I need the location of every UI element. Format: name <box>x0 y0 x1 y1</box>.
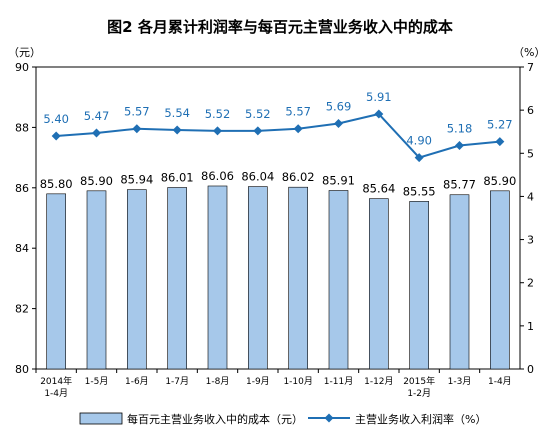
bar <box>369 198 389 370</box>
x-axis-tick-label: 1-2月 <box>407 388 431 399</box>
bar-value-label: 85.90 <box>483 174 516 188</box>
bar-value-label: 85.55 <box>403 184 436 198</box>
x-axis-tick-label: 1-7月 <box>165 376 189 387</box>
line-point <box>172 125 182 135</box>
bar-value-label: 86.04 <box>241 170 274 184</box>
line-point <box>495 137 505 147</box>
bar <box>207 185 228 370</box>
line-value-label: 5.47 <box>84 109 110 123</box>
legend-line-label: 主营业务收入利润率（%） <box>355 412 486 426</box>
line-group: 5.40 5.47 5.57 5.54 5.52 5.52 5.57 5.69 5.91 4.90… <box>43 90 513 163</box>
bar <box>86 190 107 370</box>
line-value-label: 5.57 <box>285 105 311 119</box>
legend: 每百元主营业务收入中的成本（元） 主营业务收入利润率（%） <box>79 412 486 426</box>
left-axis-tick-label: 80 <box>15 363 29 376</box>
right-axis-tick-label: 2 <box>527 277 534 290</box>
line-point <box>414 153 424 163</box>
legend-bar-label: 每百元主营业务收入中的成本（元） <box>127 412 303 426</box>
line-value-label: 5.52 <box>245 107 271 121</box>
right-axis-tick-label: 1 <box>527 320 534 333</box>
bar-value-label: 85.64 <box>362 182 395 196</box>
right-axis-tick-label: 3 <box>527 234 534 247</box>
line-value-label: 5.69 <box>326 100 352 114</box>
x-axis-tick-label: 1-11月 <box>324 376 353 387</box>
line-value-label: 5.54 <box>164 106 190 120</box>
line-value-label: 5.27 <box>487 118 513 132</box>
right-axis-tick-label: 0 <box>527 363 534 376</box>
bar-value-label: 85.94 <box>120 173 153 187</box>
right-axis-tick-label: 7 <box>527 61 534 74</box>
line-point <box>132 124 142 134</box>
x-axis-tick-label: 1-9月 <box>246 376 270 387</box>
bar-value-label: 86.01 <box>161 170 194 184</box>
line-point <box>213 126 222 136</box>
left-axis-tick-label: 82 <box>15 303 29 316</box>
bar <box>46 193 66 370</box>
bar <box>490 190 510 370</box>
left-axis-tick-label: 90 <box>15 61 29 74</box>
bar <box>167 187 187 370</box>
line-point <box>374 109 384 119</box>
x-axis-tick-label: 1-5月 <box>85 376 109 387</box>
x-axis-tick-label: 1-8月 <box>206 376 230 387</box>
left-axis-tick-label: 88 <box>15 121 29 134</box>
x-axis-tick-label: 2015年 <box>403 375 435 387</box>
line-point <box>253 126 263 136</box>
bar-value-label: 85.91 <box>322 174 355 188</box>
line-point <box>51 131 61 141</box>
x-axis-tick-label: 1-4月 <box>44 388 68 399</box>
right-axis-unit: （%） <box>513 46 545 59</box>
x-axis-tick-label: 1-3月 <box>448 376 472 387</box>
line-value-label: 4.90 <box>406 134 432 148</box>
legend-line-marker <box>324 413 334 423</box>
line-value-label: 5.40 <box>43 112 69 126</box>
line-point <box>293 124 303 134</box>
bar-value-label: 85.90 <box>80 174 113 188</box>
bars-group: 85.80 85.90 85.94 86.01 86.06 86.04 86.02 85.91… <box>40 169 516 370</box>
bar <box>288 186 308 370</box>
chart-title: 图2 各月累计利润率与每百元主营业务收入中的成本 <box>107 18 453 36</box>
bar <box>248 186 268 370</box>
right-axis-tick-label: 5 <box>527 147 534 160</box>
bar-value-label: 86.06 <box>201 169 234 183</box>
bar <box>409 201 429 370</box>
line-value-label: 5.18 <box>447 122 473 136</box>
right-axis-tick-label: 4 <box>527 190 534 203</box>
bar-value-label: 85.80 <box>40 177 73 191</box>
bar-value-label: 85.77 <box>443 178 476 192</box>
legend-bar-swatch <box>79 412 123 425</box>
line-value-label: 5.52 <box>205 107 231 121</box>
x-axis-tick-label: 1-10月 <box>283 376 312 387</box>
left-axis-tick-label: 84 <box>15 242 29 255</box>
x-axis-tick-label: 1-4月 <box>488 376 512 387</box>
x-axis-tick-label: 2014年 <box>40 375 72 387</box>
line-value-label: 5.57 <box>124 105 150 119</box>
line-point <box>92 128 101 138</box>
line-value-label: 5.91 <box>366 90 392 104</box>
bar <box>449 194 470 370</box>
line-point <box>455 141 464 151</box>
line-point <box>334 119 343 129</box>
bar <box>127 189 147 370</box>
bar <box>328 190 349 370</box>
x-axis-tick-label: 1-6月 <box>125 376 149 387</box>
left-axis-unit: （元） <box>8 46 41 59</box>
right-axis-tick-label: 6 <box>527 104 534 117</box>
series-line <box>56 112 500 159</box>
bar-value-label: 86.02 <box>282 170 315 184</box>
left-axis-tick-label: 86 <box>15 182 29 195</box>
x-axis-tick-label: 1-12月 <box>364 376 393 387</box>
